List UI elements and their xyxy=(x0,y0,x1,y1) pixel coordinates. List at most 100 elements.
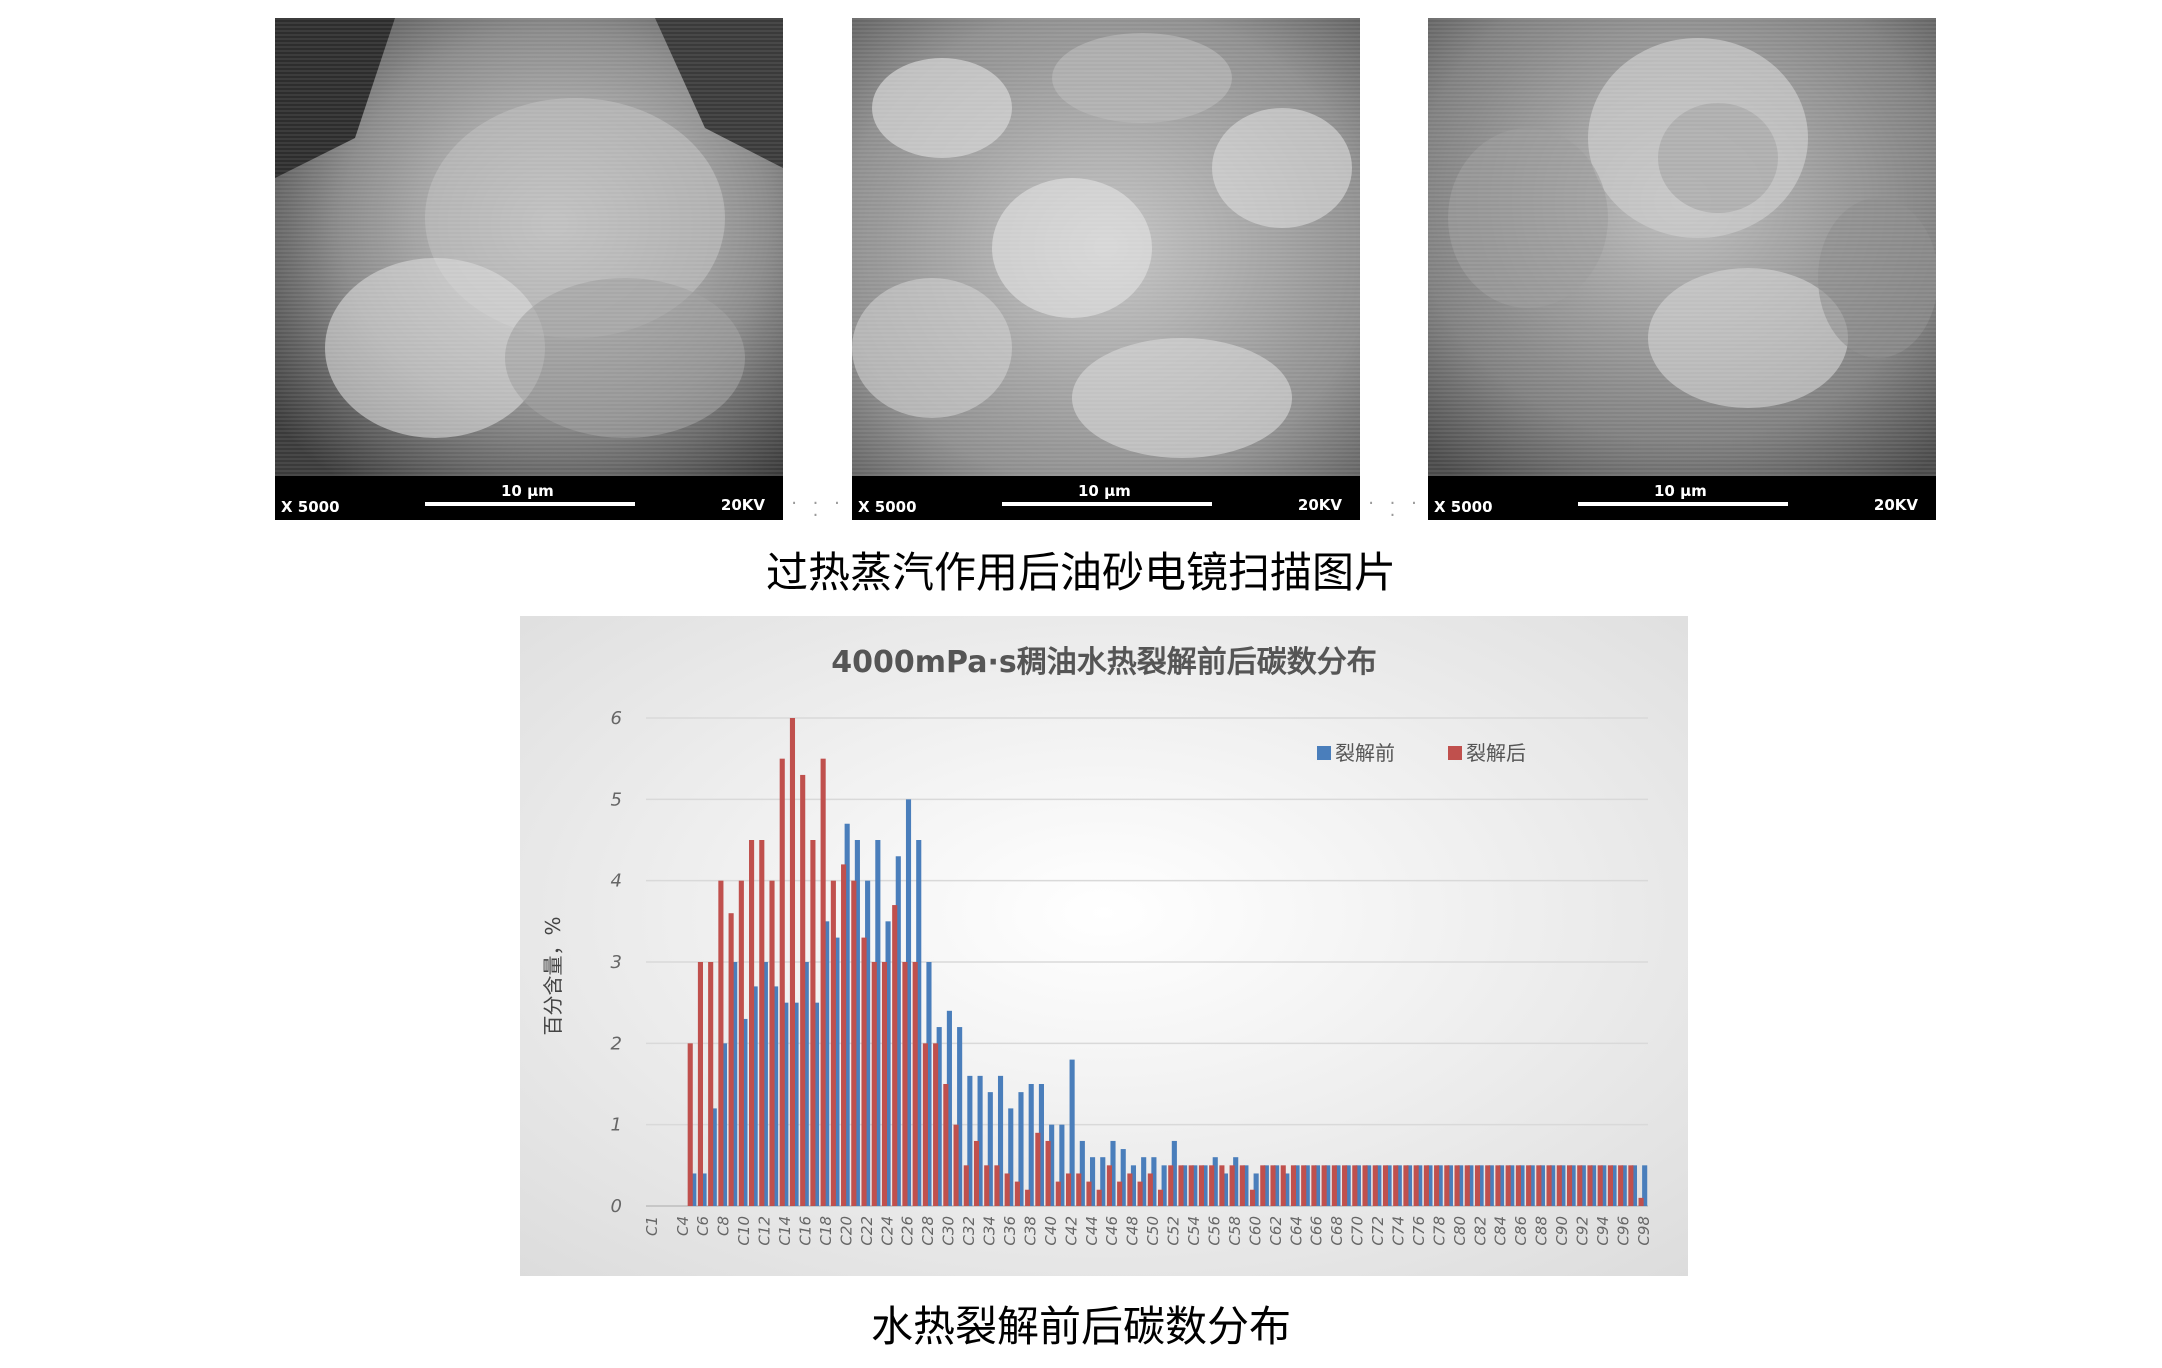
x-tick-label: C92 xyxy=(1574,1216,1592,1246)
bar-before-C60 xyxy=(1253,1173,1259,1206)
bar-before-C83 xyxy=(1488,1165,1494,1206)
x-tick-label: C62 xyxy=(1267,1216,1285,1246)
bar-after-C26 xyxy=(902,962,908,1206)
bar-before-C67 xyxy=(1325,1165,1331,1206)
bar-after-C74 xyxy=(1393,1165,1399,1206)
bar-before-C29 xyxy=(936,1027,942,1206)
bar-after-C58 xyxy=(1229,1165,1235,1206)
bar-after-C31 xyxy=(953,1124,959,1206)
bar-before-C7 xyxy=(711,1108,717,1206)
bar-before-C87 xyxy=(1529,1165,1535,1206)
bar-before-C33 xyxy=(977,1075,983,1206)
x-tick-label: C4 xyxy=(674,1216,692,1236)
bar-after-C11 xyxy=(749,840,755,1206)
x-tick-label: C30 xyxy=(940,1216,958,1246)
bar-before-C20 xyxy=(844,823,850,1206)
x-tick-label: C44 xyxy=(1083,1216,1101,1246)
bar-before-C88 xyxy=(1539,1165,1545,1206)
bar-before-C61 xyxy=(1263,1165,1269,1206)
bar-after-C43 xyxy=(1076,1173,1082,1206)
bar-before-C73 xyxy=(1386,1165,1392,1206)
bar-before-C91 xyxy=(1570,1165,1576,1206)
bar-before-C74 xyxy=(1396,1165,1402,1206)
bar-after-C15 xyxy=(789,718,796,1206)
x-tick-label: C76 xyxy=(1410,1216,1428,1246)
bar-before-C27 xyxy=(916,840,922,1206)
bar-before-C41 xyxy=(1059,1124,1065,1206)
bar-before-C75 xyxy=(1406,1165,1413,1206)
bar-before-C85 xyxy=(1509,1165,1515,1206)
bar-after-C60 xyxy=(1250,1189,1256,1206)
bar-after-C23 xyxy=(871,962,877,1206)
bar-after-C63 xyxy=(1280,1165,1286,1206)
bar-after-C51 xyxy=(1157,1189,1164,1206)
bar-before-C53 xyxy=(1182,1165,1188,1206)
x-tick-label: C96 xyxy=(1614,1216,1632,1246)
bar-after-C6 xyxy=(697,962,704,1206)
bar-before-C19 xyxy=(834,937,840,1206)
voltage-label: 20KV xyxy=(720,496,765,514)
x-tick-label: C1 xyxy=(643,1216,661,1236)
bar-after-C68 xyxy=(1331,1165,1337,1206)
bar-after-C48 xyxy=(1127,1173,1133,1206)
caption-bottom: 水热裂解前后碳数分布 xyxy=(870,1302,1291,1351)
sem-image-1: X 5000 10 µm 20KV xyxy=(275,18,783,520)
x-tick-label: C8 xyxy=(715,1216,733,1236)
bar-before-C97 xyxy=(1631,1165,1638,1206)
bar-after-C83 xyxy=(1485,1165,1491,1206)
bar-before-C95 xyxy=(1611,1165,1617,1206)
bar-after-C98 xyxy=(1638,1197,1644,1206)
bar-after-C29 xyxy=(933,1043,939,1206)
bar-before-C64 xyxy=(1294,1165,1300,1206)
bar-after-C82 xyxy=(1474,1165,1481,1206)
y-tick-label: 6 xyxy=(611,708,622,729)
bar-before-C31 xyxy=(957,1027,963,1206)
bar-before-C28 xyxy=(926,962,932,1206)
bar-after-C80 xyxy=(1454,1165,1460,1206)
bar-after-C33 xyxy=(973,1140,980,1206)
x-tick-label: C28 xyxy=(919,1216,937,1246)
bar-before-C62 xyxy=(1274,1165,1280,1206)
x-tick-label: C18 xyxy=(817,1216,835,1246)
x-tick-label: C70 xyxy=(1349,1216,1367,1246)
bar-after-C36 xyxy=(1004,1173,1010,1206)
y-tick-label: 5 xyxy=(611,789,622,810)
bar-before-C84 xyxy=(1498,1165,1505,1206)
bar-after-C75 xyxy=(1403,1165,1409,1206)
bar-after-C78 xyxy=(1434,1165,1440,1206)
bar-after-C57 xyxy=(1219,1165,1225,1206)
bar-before-C47 xyxy=(1120,1149,1126,1206)
magnification-label: X 5000 xyxy=(858,498,917,516)
chart-title: 4000mPa·s稠油水热裂解前后碳数分布 xyxy=(831,645,1376,680)
bar-after-C65 xyxy=(1301,1165,1307,1206)
bar-before-C82 xyxy=(1478,1165,1484,1206)
bar-before-C96 xyxy=(1621,1165,1627,1206)
bar-before-C58 xyxy=(1233,1157,1239,1206)
bar-before-C13 xyxy=(773,986,779,1206)
bar-after-C8 xyxy=(718,880,724,1206)
bar-before-C6 xyxy=(701,1173,707,1206)
bar-after-C47 xyxy=(1117,1181,1123,1206)
bar-after-C52 xyxy=(1168,1165,1174,1206)
bar-after-C55 xyxy=(1198,1165,1205,1206)
bar-after-C81 xyxy=(1464,1165,1470,1206)
bar-after-C72 xyxy=(1372,1165,1378,1206)
bar-before-C77 xyxy=(1427,1165,1433,1206)
bar-before-C72 xyxy=(1376,1165,1382,1206)
bar-after-C92 xyxy=(1577,1165,1583,1206)
bar-after-C32 xyxy=(963,1165,969,1206)
bar-before-C65 xyxy=(1304,1165,1310,1206)
bar-before-C80 xyxy=(1458,1165,1464,1206)
bar-after-C69 xyxy=(1342,1165,1348,1206)
bar-before-C26 xyxy=(905,799,912,1206)
y-tick-label: 0 xyxy=(611,1196,622,1217)
bar-before-C89 xyxy=(1550,1165,1556,1206)
bar-after-C56 xyxy=(1209,1165,1215,1206)
caption-top: 过热蒸汽作用后油砂电镜扫描图片 xyxy=(765,548,1396,597)
x-tick-label: C72 xyxy=(1369,1216,1387,1246)
bar-after-C37 xyxy=(1014,1181,1020,1206)
y-axis-label: 百分含量，% xyxy=(541,916,565,1035)
x-tick-label: C60 xyxy=(1246,1216,1264,1246)
bar-after-C61 xyxy=(1260,1165,1266,1206)
